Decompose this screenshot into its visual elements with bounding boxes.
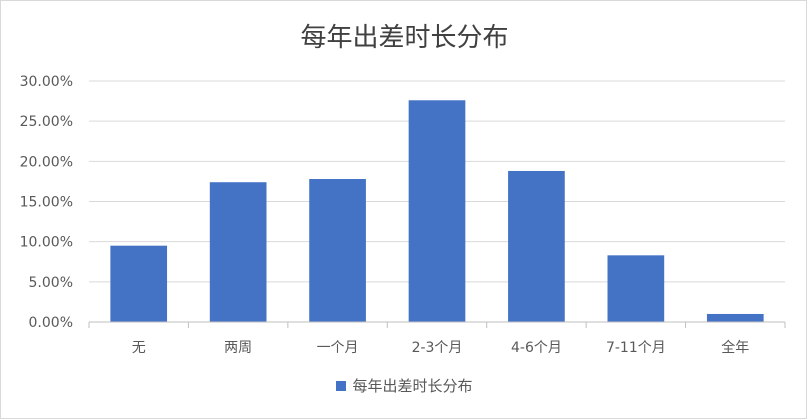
bar-2 <box>309 179 366 322</box>
bar-4 <box>508 170 565 322</box>
x-axis <box>88 321 786 328</box>
y-tick-label: 5.00% <box>29 275 73 291</box>
x-tick-label: 一个月 <box>317 340 359 356</box>
y-tick-label: 20.00% <box>20 154 73 170</box>
y-tick-label: 0.00% <box>29 315 73 331</box>
x-tick-label: 全年 <box>721 339 749 356</box>
x-axis-tick-labels: 无 两周 一个月 2-3个月 4-6个月 7-11个月 全年 <box>132 339 750 356</box>
bar-6 <box>706 313 764 322</box>
bar-1 <box>209 182 267 322</box>
legend-label: 每年出差时长分布 <box>352 377 473 395</box>
chart-title: 每年出差时长分布 <box>300 23 509 53</box>
bars <box>110 100 764 322</box>
y-tick-label: 10.00% <box>20 235 73 251</box>
bar-0 <box>110 245 168 322</box>
y-tick-label: 15.00% <box>20 195 73 211</box>
x-tick-label: 2-3个月 <box>412 340 463 356</box>
y-tick-label: 25.00% <box>20 114 73 130</box>
y-tick-label: 30.00% <box>20 74 73 90</box>
legend-swatch <box>336 380 347 391</box>
x-tick-label: 4-6个月 <box>511 340 562 356</box>
legend: 每年出差时长分布 <box>1 375 807 396</box>
x-tick-label: 无 <box>132 340 146 356</box>
y-axis-tick-labels: 0.00% 5.00% 10.00% 15.00% 20.00% 25.00% 30.00% <box>20 74 73 331</box>
bar-3 <box>408 100 466 322</box>
x-tick-label: 7-11个月 <box>606 340 666 356</box>
x-tick-label: 两周 <box>224 340 252 356</box>
bar-5 <box>607 255 665 322</box>
